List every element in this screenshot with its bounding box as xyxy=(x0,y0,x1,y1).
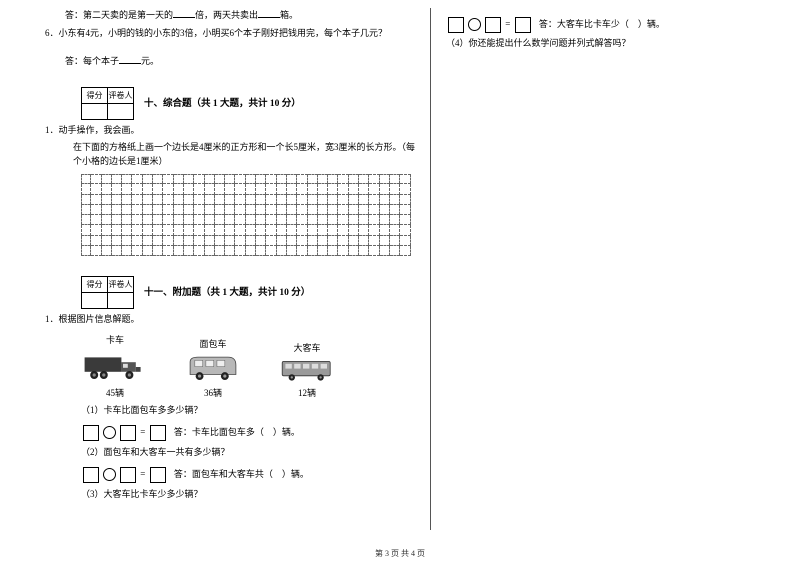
bus-count: 12辆 xyxy=(279,386,335,399)
answer-1: 答：卡车比面包车多（ ）辆。 xyxy=(174,427,300,437)
equation-1: = 答：卡车比面包车多（ ）辆。 xyxy=(81,422,415,442)
section-10-title: 十、综合题（共 1 大题，共计 10 分） xyxy=(144,95,301,109)
operator-circle xyxy=(103,468,116,481)
score-table: 得分 评卷人 xyxy=(81,87,134,120)
text: 倍，两天共卖出 xyxy=(195,10,258,20)
equals-sign: = xyxy=(505,19,512,29)
text: 元。 xyxy=(141,56,159,66)
left-column: 答：第二天卖的是第一天的 倍，两天共卖出 箱。 6．小东有4元，小明的钱的小东的3倍… xyxy=(45,8,430,530)
score-cell-label: 得分 xyxy=(82,277,108,293)
grader-cell-label: 评卷人 xyxy=(108,87,134,103)
result-box xyxy=(150,425,166,441)
q10-1: 1．动手操作，我会画。 xyxy=(45,124,415,138)
right-column: = 答：大客车比卡车少（ ）辆。 （4）你还能提出什么数学问题并列式解答吗？ xyxy=(430,8,755,530)
operand-box xyxy=(83,467,99,483)
grader-cell-empty xyxy=(108,103,134,119)
text: 答：第二天卖的是第一天的 xyxy=(65,10,173,20)
operator-circle xyxy=(468,18,481,31)
text: 答：每个本子 xyxy=(65,56,119,66)
vehicle-bus: 大客车 12辆 xyxy=(279,341,335,399)
equation-2: = 答：面包车和大客车共（ ）辆。 xyxy=(81,464,415,484)
blank xyxy=(119,54,141,64)
vehicle-truck: 卡车 45辆 xyxy=(83,333,147,399)
van-count: 36辆 xyxy=(185,386,241,399)
operand-box xyxy=(448,17,464,33)
equals-sign: = xyxy=(140,427,147,437)
blank xyxy=(173,8,195,18)
equation-3: = 答：大客车比卡车少（ ）辆。 xyxy=(446,14,755,34)
page-footer: 第 3 页 共 4 页 xyxy=(0,548,800,559)
score-cell-empty xyxy=(82,293,108,309)
operand-box xyxy=(485,17,501,33)
operand-box xyxy=(120,467,136,483)
section-10-header: 得分 评卷人 十、综合题（共 1 大题，共计 10 分） xyxy=(45,73,415,120)
answer-6: 答：每个本子 元。 xyxy=(45,54,415,69)
q11-1: 1．根据图片信息解题。 xyxy=(45,313,415,327)
subq-3: （3）大客车比卡车少多少辆？ xyxy=(81,487,415,500)
result-box xyxy=(515,17,531,33)
blank xyxy=(258,8,280,18)
subq-1: （1）卡车比面包车多多少辆？ xyxy=(81,403,415,416)
truck-count: 45辆 xyxy=(83,386,147,399)
answer-3: 答：大客车比卡车少（ ）辆。 xyxy=(539,19,665,29)
vehicles-row: 卡车 45辆 面包车 xyxy=(83,333,415,399)
vehicle-van: 面包车 36辆 xyxy=(185,337,241,399)
equals-sign: = xyxy=(140,469,147,479)
answer-2: 答：面包车和大客车共（ ）辆。 xyxy=(174,469,309,479)
answer-line-day2: 答：第二天卖的是第一天的 倍，两天共卖出 箱。 xyxy=(45,8,415,23)
van-label: 面包车 xyxy=(185,337,241,350)
subq-2: （2）面包车和大客车一共有多少辆？ xyxy=(81,445,415,458)
score-cell-label: 得分 xyxy=(82,87,108,103)
section-11-title: 十一、附加题（共 1 大题，共计 10 分） xyxy=(144,284,310,298)
subq-4: （4）你还能提出什么数学问题并列式解答吗？ xyxy=(446,37,755,51)
truck-icon xyxy=(83,350,147,384)
result-box xyxy=(150,467,166,483)
q10-1-desc: 在下面的方格纸上画一个边长是4厘米的正方形和一个长5厘米，宽3厘米的长方形。（每… xyxy=(45,141,415,168)
drawing-grid xyxy=(81,174,411,256)
operator-circle xyxy=(103,426,116,439)
grader-cell-empty xyxy=(108,293,134,309)
score-cell-empty xyxy=(82,103,108,119)
text: 箱。 xyxy=(280,10,298,20)
truck-label: 卡车 xyxy=(83,333,147,346)
page-container: 答：第二天卖的是第一天的 倍，两天共卖出 箱。 6．小东有4元，小明的钱的小东的3倍… xyxy=(0,0,800,530)
question-6: 6．小东有4元，小明的钱的小东的3倍，小明买6个本子刚好把钱用完，每个本子几元？ xyxy=(45,27,415,41)
bus-icon xyxy=(279,358,335,384)
section-11-header: 得分 评卷人 十一、附加题（共 1 大题，共计 10 分） xyxy=(45,262,415,309)
bus-label: 大客车 xyxy=(279,341,335,354)
grader-cell-label: 评卷人 xyxy=(108,277,134,293)
van-icon xyxy=(185,354,241,384)
operand-box xyxy=(83,425,99,441)
score-table: 得分 评卷人 xyxy=(81,276,134,309)
operand-box xyxy=(120,425,136,441)
